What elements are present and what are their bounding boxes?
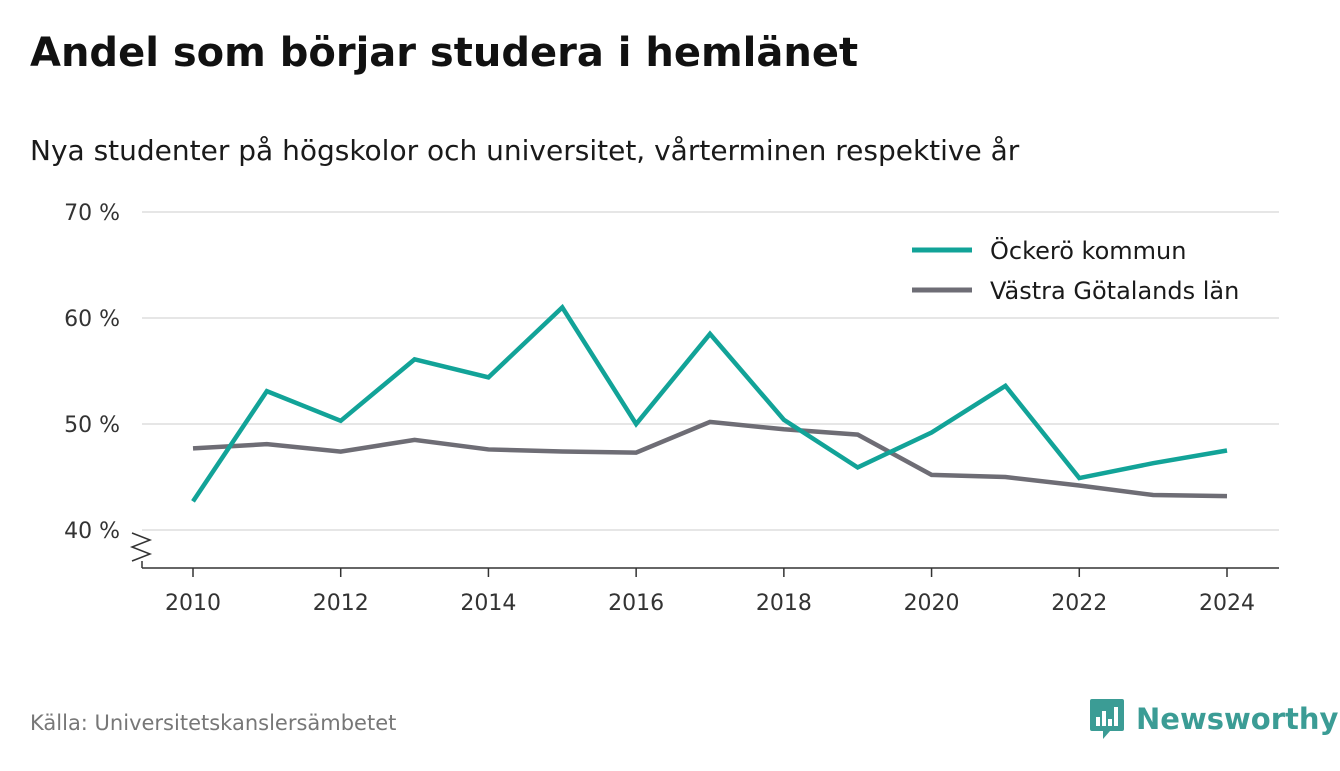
x-tick-label: 2012 [313, 591, 369, 616]
x-tick-label: 2010 [165, 591, 221, 616]
bar-chart-speech-bubble-icon [1090, 699, 1124, 739]
y-tick-label: 40 % [64, 519, 120, 544]
brand-name: Newsworthy [1136, 702, 1339, 736]
series-lines [191, 303, 1228, 503]
gridlines [142, 211, 1279, 531]
y-tick-label: 70 % [64, 201, 120, 226]
chart-title: Andel som börjar studera i hemlänet [30, 30, 859, 76]
axes: 40 % 50 % 60 % 70 % 2010 2012 2014 2016 2018 2020… [64, 201, 1279, 616]
series-line-vastra-gotalands-lan [192, 419, 1228, 499]
legend: Öckerö kommun Västra Götalands län [896, 228, 1266, 316]
brand-logo: Newsworthy [1088, 697, 1338, 741]
x-tick-label: 2018 [756, 591, 812, 616]
y-tick-label: 60 % [64, 307, 120, 332]
legend-background [896, 228, 1266, 316]
x-tick-label: 2020 [904, 591, 960, 616]
source-note: Källa: Universitetskanslersämbetet [30, 711, 397, 735]
axis-break-mark [129, 532, 153, 562]
series-line-ockero-kommun [191, 303, 1228, 503]
chart-subtitle: Nya studenter på högskolor och universit… [30, 134, 1020, 167]
legend-label: Västra Götalands län [990, 277, 1239, 305]
legend-label: Öckerö kommun [990, 236, 1186, 265]
x-tick-label: 2022 [1051, 591, 1107, 616]
x-tick-label: 2014 [460, 591, 516, 616]
x-tick-label: 2016 [608, 591, 664, 616]
y-tick-label: 50 % [64, 413, 120, 438]
x-tick-label: 2024 [1199, 591, 1255, 616]
